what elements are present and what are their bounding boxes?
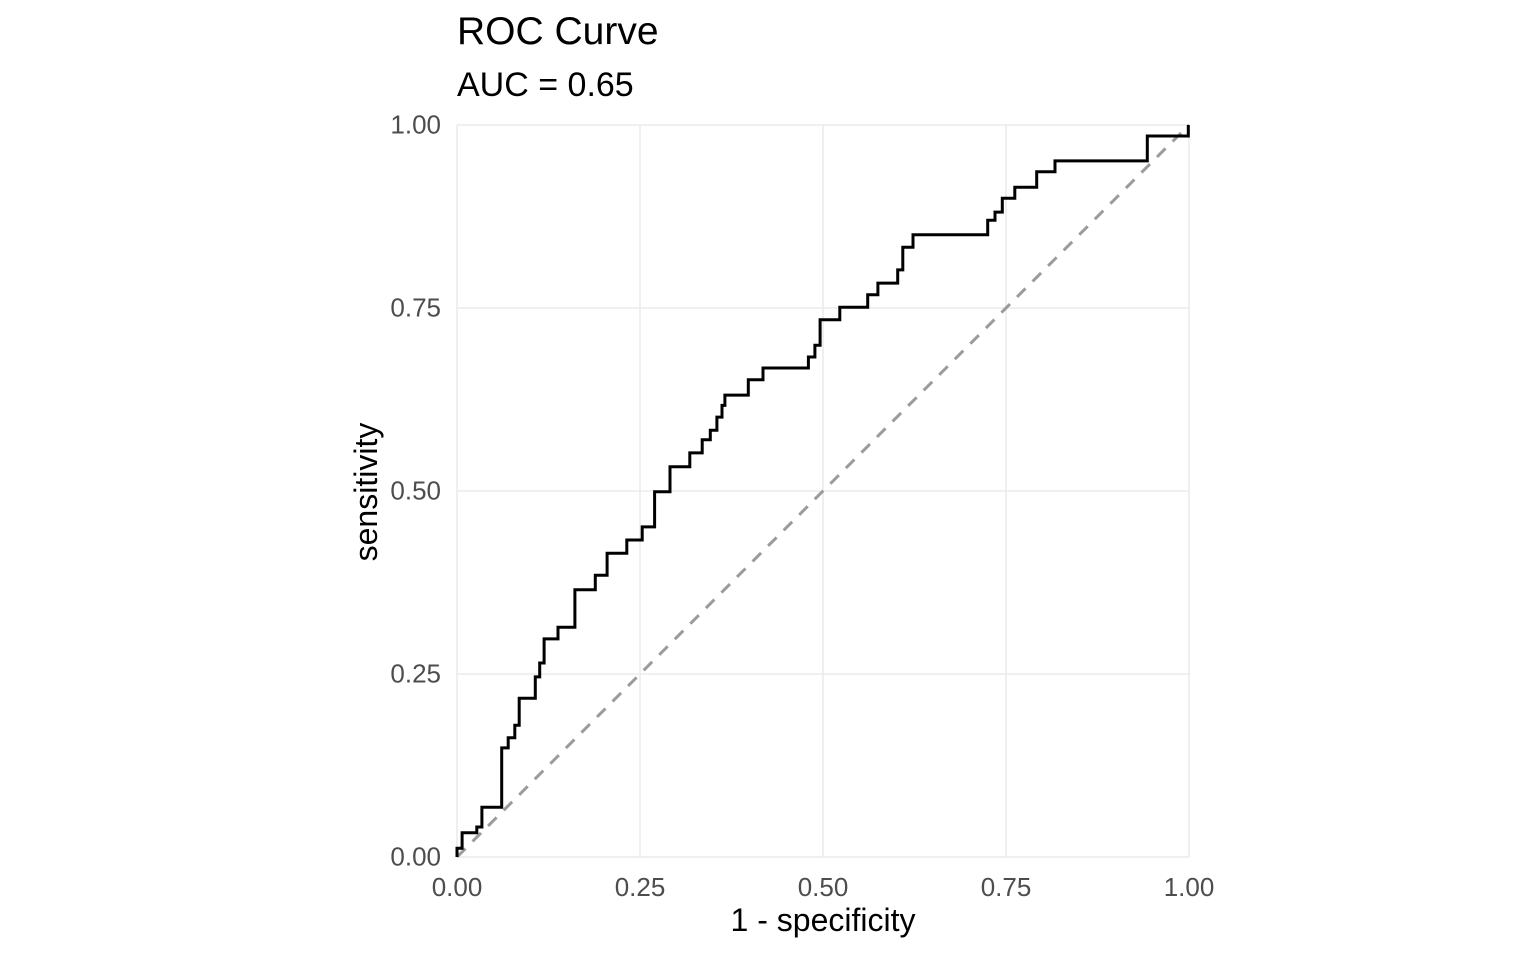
y-tick-label: 0.75 [390,292,441,323]
x-tick-label: 0.75 [980,872,1032,902]
roc-curve-line [455,125,1190,857]
y-tick-label: 0.25 [390,658,441,689]
x-tick-label: 0.00 [431,872,483,902]
x-tick-label: 0.25 [614,872,666,902]
chart-subtitle: AUC = 0.65 [457,66,634,104]
x-axis-title: 1 - specificity [730,902,916,938]
chart-title: ROC Curve [457,10,659,53]
x-tick-label: 0.50 [797,872,849,902]
y-tick-label: 1.00 [390,109,441,140]
y-tick-label: 0.00 [390,841,441,872]
y-tick-label: 0.50 [390,475,441,506]
x-tick-label: 1.00 [1163,872,1215,902]
reference-diagonal-line [455,123,1191,859]
